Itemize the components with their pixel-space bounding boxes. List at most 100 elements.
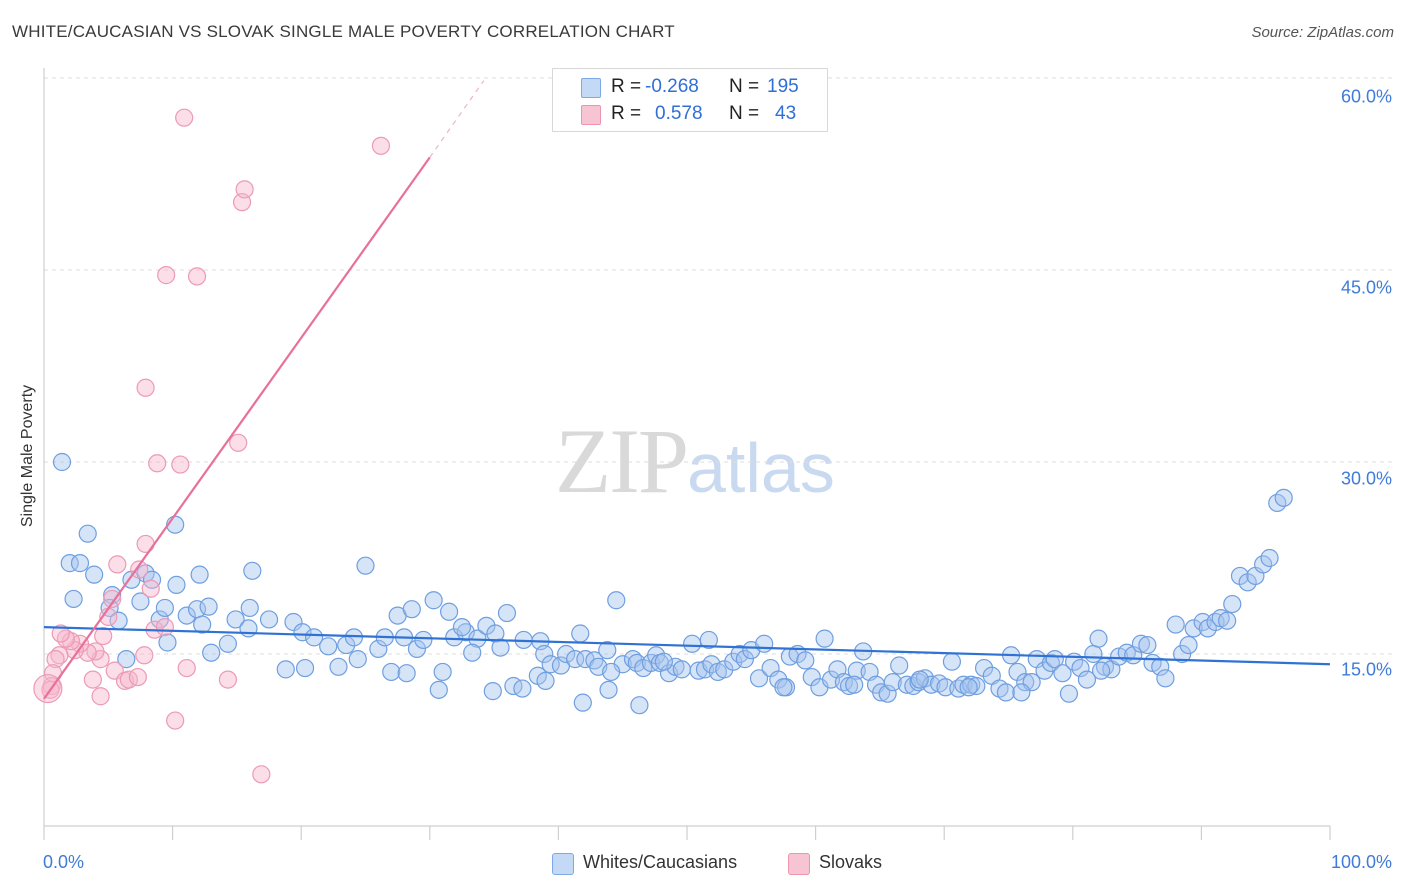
data-point-whites bbox=[535, 644, 554, 664]
data-point-whites bbox=[815, 629, 834, 648]
data-point-whites bbox=[293, 623, 312, 642]
stats-row-whites: R = -0.268 N = 195 bbox=[553, 74, 827, 100]
data-point-slovaks bbox=[171, 455, 190, 474]
data-point-whites bbox=[243, 561, 262, 580]
n-label: N = bbox=[729, 103, 760, 124]
data-point-whites bbox=[483, 682, 502, 701]
data-point-whites bbox=[356, 556, 375, 575]
data-point-whites bbox=[774, 678, 793, 697]
data-point-whites bbox=[167, 575, 186, 594]
data-point-whites bbox=[1089, 629, 1108, 648]
r-value-whites: -0.268 bbox=[645, 76, 699, 97]
data-point-whites bbox=[397, 664, 416, 683]
data-point-slovaks bbox=[61, 632, 81, 651]
trend-line-slovaks bbox=[43, 156, 431, 700]
x-tick-label: 0.0% bbox=[43, 852, 85, 872]
data-point-whites bbox=[276, 660, 295, 679]
data-point-whites bbox=[70, 554, 90, 573]
data-point-whites bbox=[117, 650, 136, 669]
data-point-whites bbox=[1274, 488, 1293, 507]
data-point-whites bbox=[883, 673, 902, 692]
y-axis-label: Single Male Poverty bbox=[19, 384, 36, 528]
data-point-whites bbox=[922, 675, 941, 694]
r-label: R = bbox=[611, 103, 642, 124]
legend-swatch-slovaks bbox=[788, 853, 810, 875]
data-point-whites bbox=[131, 592, 150, 611]
data-point-slovaks bbox=[148, 454, 167, 473]
data-point-whites bbox=[259, 610, 279, 629]
data-point-slovaks bbox=[108, 555, 127, 574]
data-point-whites bbox=[699, 630, 718, 650]
data-point-whites bbox=[942, 652, 962, 671]
data-point-whites bbox=[452, 618, 472, 637]
data-point-slovaks bbox=[83, 670, 102, 689]
data-point-whites bbox=[402, 600, 421, 619]
data-point-whites bbox=[683, 634, 702, 653]
data-point-whites bbox=[654, 652, 673, 671]
data-point-slovaks bbox=[177, 658, 196, 678]
x-tick-label: 100.0% bbox=[1330, 852, 1392, 872]
data-point-whites bbox=[60, 554, 79, 573]
data-point-slovaks bbox=[91, 687, 110, 706]
data-point-slovaks bbox=[157, 266, 176, 285]
series-slovaks-points bbox=[33, 108, 391, 784]
data-point-slovaks bbox=[235, 180, 254, 199]
data-point-whites bbox=[491, 638, 510, 657]
data-point-slovaks bbox=[130, 560, 149, 579]
trend-line-slovaks-extension bbox=[429, 80, 485, 158]
data-point-slovaks bbox=[103, 589, 122, 609]
source-credit: Source: ZipAtlas.com bbox=[1251, 24, 1394, 41]
y-tick-label: 30.0% bbox=[1340, 468, 1392, 489]
correlation-stats-box: R = -0.268 N = 195 R = 0.578 N = 43 bbox=[552, 68, 828, 132]
data-point-whites bbox=[1059, 684, 1079, 703]
data-point-slovaks bbox=[94, 626, 113, 646]
data-point-whites bbox=[847, 661, 866, 680]
data-point-whites bbox=[730, 644, 749, 664]
data-point-whites bbox=[557, 644, 576, 664]
data-point-slovaks bbox=[166, 711, 185, 730]
legend-label-whites: Whites/Caucasians bbox=[583, 852, 738, 872]
data-point-whites bbox=[226, 610, 245, 629]
data-point-slovaks bbox=[252, 765, 271, 784]
data-point-whites bbox=[1223, 594, 1242, 614]
data-point-whites bbox=[85, 565, 104, 584]
data-point-whites bbox=[878, 684, 897, 703]
data-point-whites bbox=[1008, 662, 1027, 682]
data-point-whites bbox=[954, 675, 973, 694]
data-point-whites bbox=[190, 565, 209, 584]
data-point-slovaks bbox=[371, 136, 391, 155]
data-point-whites bbox=[599, 680, 618, 699]
data-point-whites bbox=[414, 630, 433, 650]
data-point-whites bbox=[1053, 664, 1072, 683]
data-point-slovaks bbox=[155, 618, 174, 637]
data-point-whites bbox=[177, 606, 196, 625]
n-value-whites: 195 bbox=[767, 76, 799, 97]
data-point-whites bbox=[295, 658, 315, 678]
data-point-slovaks bbox=[128, 667, 147, 687]
data-point-whites bbox=[749, 669, 769, 688]
data-point-whites bbox=[802, 667, 821, 687]
data-point-whites bbox=[218, 634, 237, 653]
data-point-whites bbox=[284, 612, 303, 632]
slovaks-swatch bbox=[581, 105, 601, 125]
data-point-whites bbox=[304, 628, 324, 647]
data-point-whites bbox=[497, 603, 517, 623]
watermark: ZIPatlas bbox=[555, 408, 835, 514]
data-point-slovaks bbox=[136, 534, 155, 554]
data-point-whites bbox=[513, 679, 532, 698]
series-whites-points bbox=[52, 452, 1293, 715]
data-point-whites bbox=[630, 696, 649, 715]
data-point-whites bbox=[329, 657, 348, 676]
data-point-whites bbox=[735, 650, 754, 669]
data-point-whites bbox=[1260, 548, 1279, 568]
data-point-whites bbox=[240, 598, 259, 618]
data-point-whites bbox=[1166, 615, 1185, 634]
r-label: R = bbox=[611, 76, 642, 97]
data-point-slovaks bbox=[141, 579, 160, 598]
data-point-whites bbox=[566, 650, 585, 669]
data-point-whites bbox=[52, 452, 72, 472]
y-tick-label: 15.0% bbox=[1340, 659, 1392, 680]
data-point-whites bbox=[755, 634, 774, 653]
data-point-whites bbox=[1184, 619, 1203, 638]
stats-row-slovaks: R = 0.578 N = 43 bbox=[553, 101, 827, 127]
